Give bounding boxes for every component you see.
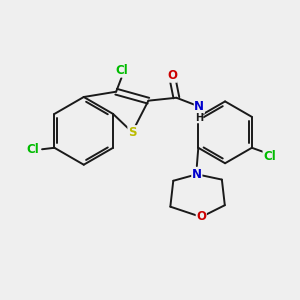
Text: Cl: Cl	[115, 64, 128, 77]
Text: N: N	[192, 168, 202, 181]
Text: O: O	[196, 211, 206, 224]
Text: S: S	[128, 126, 136, 139]
Text: Cl: Cl	[263, 150, 276, 163]
Text: O: O	[167, 69, 177, 82]
Text: H: H	[195, 113, 203, 123]
Text: N: N	[194, 100, 204, 113]
Text: Cl: Cl	[27, 143, 40, 156]
